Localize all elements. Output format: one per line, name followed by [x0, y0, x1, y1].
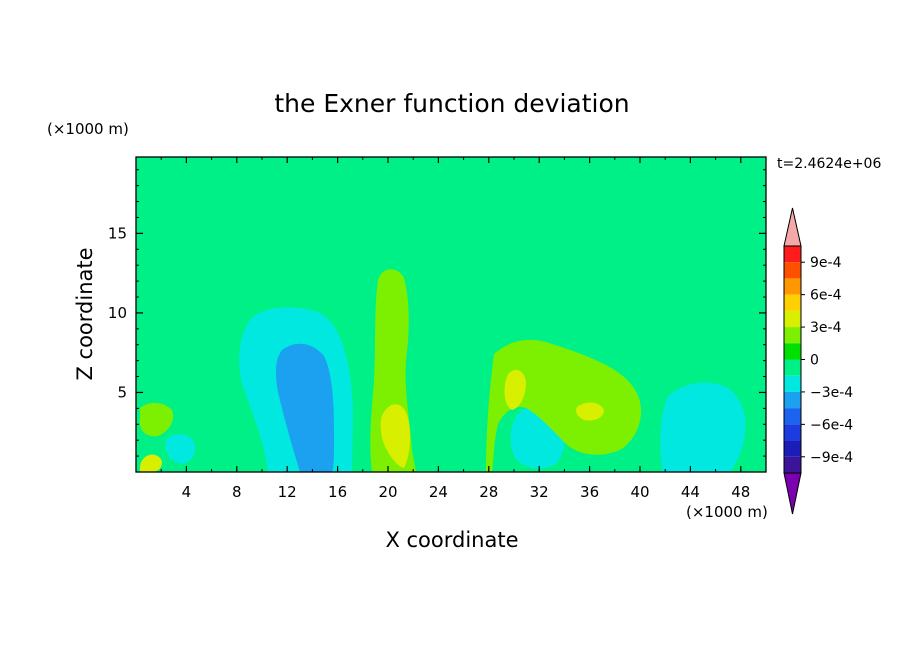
- y-axis-label: Z coordinate: [73, 247, 97, 380]
- contour-cyan-right: [660, 382, 746, 472]
- colorbar-level: [784, 294, 801, 311]
- x-axis-label: X coordinate: [385, 528, 518, 552]
- x-tick-label: 32: [530, 483, 549, 501]
- y-axis: 5 10 15: [108, 169, 766, 457]
- contour-cell-36: [576, 402, 604, 421]
- colorbar-level: [784, 310, 801, 328]
- x-tick-label: 12: [278, 483, 297, 501]
- colorbar-level: [784, 391, 801, 409]
- x-tick-label: 36: [580, 483, 599, 501]
- x-tick-label: 16: [328, 483, 347, 501]
- y-tick-label: 10: [108, 304, 127, 322]
- colorbar-tick-label: 9e-4: [810, 255, 842, 271]
- x-tick-label: 20: [378, 483, 397, 501]
- colorbar-level: [784, 424, 801, 441]
- colorbar-tick-label: 3e-4: [810, 320, 842, 336]
- contour-cell-3-core: [140, 454, 162, 472]
- colorbar-level: [784, 327, 801, 344]
- colorbar-level: [784, 456, 801, 473]
- plot-area: [135, 156, 767, 473]
- x-tick-label: 44: [681, 483, 700, 501]
- colorbar-level: [784, 408, 801, 425]
- y-tick-label: 15: [108, 224, 127, 242]
- colorbar-level: [784, 440, 801, 457]
- contour-upper-tongue: [256, 157, 657, 472]
- colorbar-level: [784, 246, 801, 263]
- colorbar-tick-label: 6e-4: [810, 288, 842, 304]
- contour-plume-30: [486, 339, 642, 472]
- y-tick-label: 5: [117, 383, 127, 401]
- colorbar-tick-label: −6e-4: [810, 417, 853, 433]
- x-tick-label: 28: [479, 483, 498, 501]
- chart-title: the Exner function deviation: [274, 89, 629, 118]
- colorbar-level: [784, 262, 801, 279]
- contour-plume-20-core: [380, 404, 411, 468]
- colorbar-level: [784, 343, 801, 360]
- time-label: t=2.4624e+06: [777, 156, 881, 172]
- contour-cell-3: [139, 402, 174, 437]
- colorbar-extension-high: [783, 207, 802, 247]
- x-tick-label: 48: [731, 483, 750, 501]
- x-axis-unit: (×1000 m): [686, 503, 768, 521]
- colorbar-level: [784, 278, 801, 295]
- x-tick-label: 4: [182, 483, 192, 501]
- colorbar: 9e-4 6e-4 3e-4 0 −3e-4 −6e-4 −9e-4: [783, 207, 853, 515]
- colorbar-level: [784, 375, 801, 392]
- x-tick-label: 40: [630, 483, 649, 501]
- contour-fill: [136, 157, 766, 472]
- contour-cyan-small: [165, 434, 196, 464]
- plot-frame: [135, 156, 767, 473]
- y-axis-unit: (×1000 m): [47, 120, 129, 138]
- contour-right-band: [718, 295, 766, 472]
- colorbar-extension-low: [783, 472, 802, 515]
- colorbar-tick-label: −3e-4: [810, 385, 853, 401]
- contour-plume-30-core: [504, 369, 526, 410]
- contour-cyan-core-left: [275, 343, 334, 472]
- x-tick-label: 8: [232, 483, 242, 501]
- colorbar-level: [784, 359, 801, 376]
- colorbar-tick-label: 0: [810, 353, 819, 369]
- colorbar-tick-label: −9e-4: [810, 450, 853, 466]
- x-axis: 4 8 12 16 20 24 28 32 36 40 44 48: [160, 157, 750, 501]
- x-tick-label: 24: [429, 483, 448, 501]
